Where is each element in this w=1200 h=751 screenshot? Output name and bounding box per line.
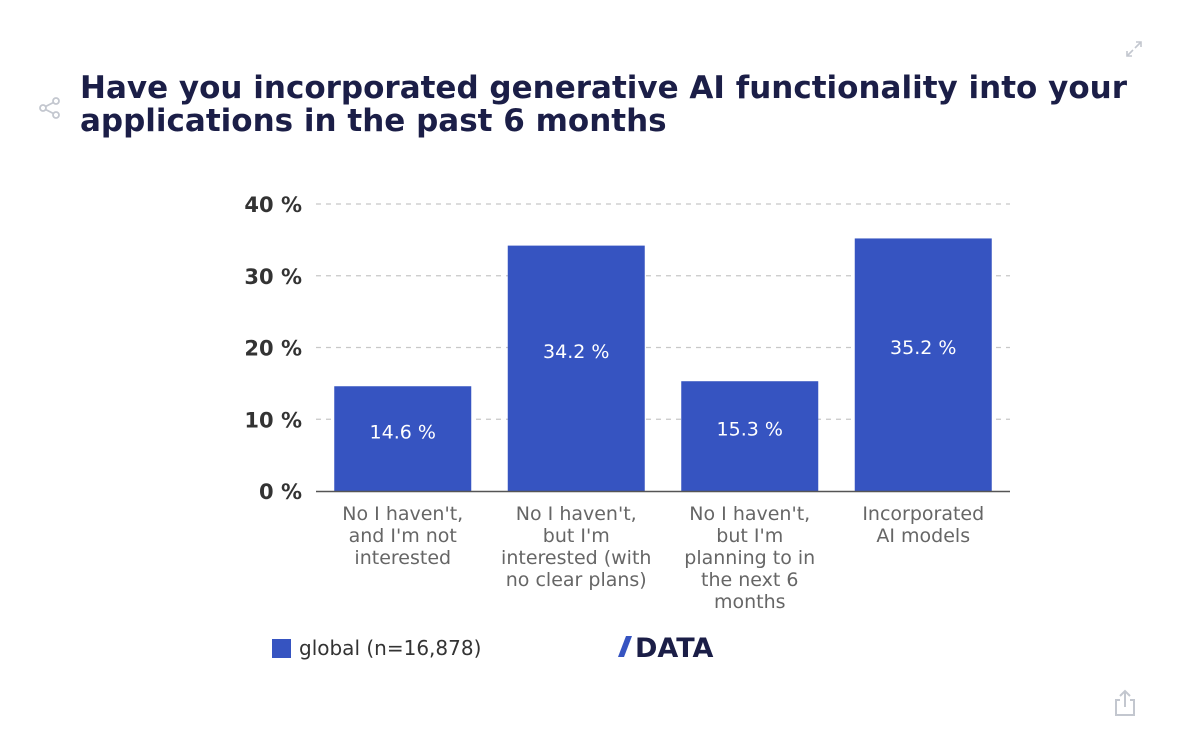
bars [334, 238, 992, 491]
x-category-label-line: No I haven't, [689, 503, 810, 525]
bar [854, 238, 992, 491]
y-tick-label: 40 % [244, 193, 302, 217]
logo-text: DATA [635, 633, 714, 660]
x-category-label-line: months [714, 591, 786, 613]
legend: global (n=16,878) [272, 636, 481, 660]
legend-swatch [272, 638, 291, 658]
bar [334, 386, 472, 491]
labels: 0 %10 %20 %30 %40 %14.6 %No I haven't, an… [244, 193, 984, 613]
bar [681, 381, 819, 491]
x-category-label-line: and I'm not [349, 525, 457, 547]
y-tick-label: 30 % [244, 265, 302, 289]
export-icon[interactable] [1112, 688, 1138, 718]
x-category-label-line: interested (with [501, 547, 651, 569]
x-category-label-line: interested [354, 547, 451, 569]
x-category-label-line: the next 6 [701, 569, 798, 591]
x-category-label-line: No I haven't, [516, 503, 637, 525]
x-category-label: No I haven't, and I'm not interested [342, 503, 463, 569]
bar-value-label: 35.2 % [890, 337, 956, 359]
x-category-label-line: but I'm [543, 525, 610, 547]
x-category-label-line: planning to in [684, 547, 815, 569]
x-category-label: No I haven't, but I'm interested (with no c… [501, 503, 651, 591]
brand-logo: DATA [618, 633, 714, 660]
share-icon[interactable] [38, 96, 62, 120]
x-category-label-line: No I haven't, [342, 503, 463, 525]
x-category-label: No I haven't, but I'm planning to in the ne… [684, 503, 815, 613]
bar-value-label: 15.3 % [717, 418, 783, 440]
chart-title: Have you incorporated generative AI func… [80, 70, 1128, 139]
bar-value-label: 14.6 % [370, 421, 436, 443]
bar-value-label: 34.2 % [543, 341, 609, 363]
expand-icon[interactable] [1125, 40, 1143, 58]
x-category-label-line: AI models [876, 525, 970, 547]
y-tick-label: 10 % [244, 408, 302, 432]
y-tick-label: 20 % [244, 337, 302, 361]
y-tick-label: 0 % [259, 480, 302, 504]
x-category-label: Incorporated AI models [862, 503, 984, 547]
bar [507, 245, 645, 491]
x-category-label-line: Incorporated [862, 503, 984, 525]
x-category-label-line: but I'm [716, 525, 783, 547]
x-category-label-line: no clear plans) [506, 569, 647, 591]
legend-label: global (n=16,878) [299, 636, 482, 660]
